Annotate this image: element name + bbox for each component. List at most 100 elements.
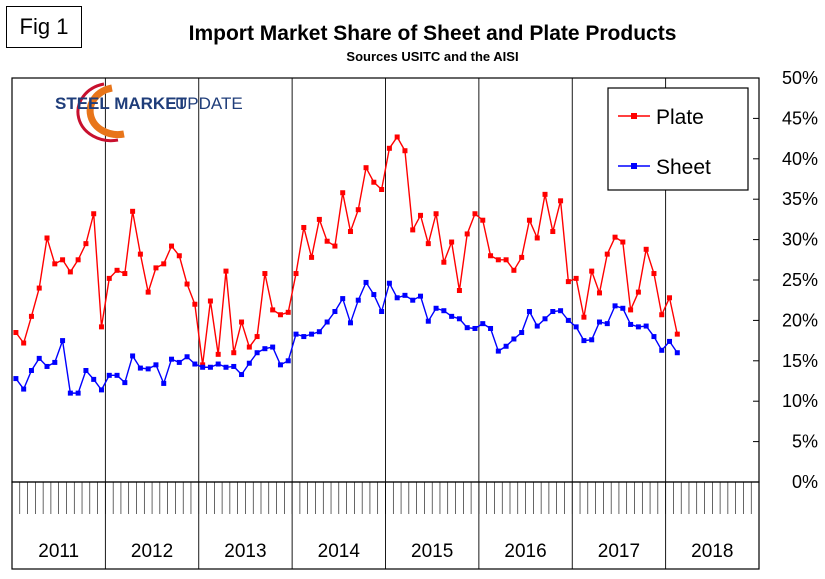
legend-sheet-label: Sheet xyxy=(656,156,711,179)
data-point-sheet xyxy=(355,297,361,303)
data-point-sheet xyxy=(200,364,206,370)
year-label: 2017 xyxy=(598,541,640,562)
y-tick-label: 5% xyxy=(792,432,818,452)
data-point-sheet xyxy=(270,344,276,350)
logo-swoosh-red-icon xyxy=(76,82,119,143)
data-point-sheet xyxy=(36,355,42,361)
data-point-plate xyxy=(674,331,680,337)
data-point-plate xyxy=(604,251,610,257)
data-point-sheet xyxy=(75,390,81,396)
data-point-sheet xyxy=(309,331,315,337)
data-point-plate xyxy=(106,275,112,281)
data-point-plate xyxy=(355,207,361,213)
data-point-plate xyxy=(573,275,579,281)
data-point-sheet xyxy=(410,297,416,303)
y-tick-label: 45% xyxy=(782,108,818,128)
data-point-plate xyxy=(324,238,330,244)
data-point-plate xyxy=(565,279,571,285)
data-point-plate xyxy=(386,145,392,151)
data-point-sheet xyxy=(503,343,509,349)
data-point-plate xyxy=(293,271,299,277)
data-point-plate xyxy=(620,239,626,245)
data-point-sheet xyxy=(106,372,112,378)
y-tick-label: 10% xyxy=(782,391,818,411)
data-point-plate xyxy=(285,309,291,315)
data-point-plate xyxy=(13,330,19,336)
data-point-plate xyxy=(558,198,564,204)
data-point-sheet xyxy=(612,303,618,309)
data-point-sheet xyxy=(277,362,283,368)
y-tick-label: 20% xyxy=(782,310,818,330)
data-point-plate xyxy=(91,211,97,217)
data-point-sheet xyxy=(542,316,548,322)
data-point-sheet xyxy=(215,361,221,367)
logo-text-bold: STEEL MARKET xyxy=(55,94,188,113)
data-point-plate xyxy=(659,312,665,318)
data-point-sheet xyxy=(153,362,159,368)
data-point-plate xyxy=(239,319,245,325)
data-point-plate xyxy=(519,254,525,260)
data-point-plate xyxy=(67,269,73,275)
data-point-sheet xyxy=(441,308,447,314)
data-point-plate xyxy=(231,350,237,356)
data-point-plate xyxy=(667,295,673,301)
data-point-plate xyxy=(581,314,587,320)
data-point-plate xyxy=(130,208,136,214)
data-point-plate xyxy=(332,243,338,249)
data-point-sheet xyxy=(651,334,657,340)
data-point-sheet xyxy=(635,324,641,330)
data-point-sheet xyxy=(184,354,190,360)
data-point-plate xyxy=(495,257,501,263)
data-point-sheet xyxy=(122,380,128,386)
data-point-plate xyxy=(98,324,104,330)
chart-title: Import Market Share of Sheet and Plate P… xyxy=(188,22,677,45)
y-tick-label: 35% xyxy=(782,189,818,209)
data-point-plate xyxy=(635,289,641,295)
data-point-plate xyxy=(456,288,462,294)
data-point-sheet xyxy=(285,358,291,364)
data-point-sheet xyxy=(558,308,564,314)
data-point-sheet xyxy=(488,325,494,331)
data-point-plate xyxy=(589,268,595,274)
data-point-sheet xyxy=(394,295,400,301)
data-point-sheet xyxy=(223,364,229,370)
chart-subtitle: Sources USITC and the AISI xyxy=(346,49,519,64)
data-point-sheet xyxy=(301,334,307,340)
data-point-sheet xyxy=(620,305,626,311)
data-point-plate xyxy=(379,187,385,193)
data-point-plate xyxy=(449,239,455,245)
data-point-sheet xyxy=(519,330,525,336)
data-point-plate xyxy=(28,313,34,319)
legend-box xyxy=(607,87,749,191)
data-point-plate xyxy=(488,253,494,259)
data-point-plate xyxy=(301,224,307,230)
data-point-sheet xyxy=(44,363,50,369)
series-sheet xyxy=(13,279,680,396)
data-point-plate xyxy=(262,271,268,277)
data-point-sheet xyxy=(550,309,556,315)
data-point-plate xyxy=(36,285,42,291)
data-point-sheet xyxy=(526,309,532,315)
data-point-plate xyxy=(410,227,416,233)
y-axis-ticks: 0% 5% 10% 15% 20% 25% 30% 35% 40% 45% 50% xyxy=(753,68,818,492)
year-label: 2018 xyxy=(691,541,733,562)
data-point-sheet xyxy=(13,376,19,382)
data-point-sheet xyxy=(379,309,385,315)
series-plate xyxy=(13,134,680,368)
data-point-sheet xyxy=(91,376,97,382)
data-point-plate xyxy=(425,241,431,247)
data-point-plate xyxy=(215,351,221,357)
data-point-sheet xyxy=(231,363,237,369)
steel-market-update-logo: STEEL MARKET UPDATE xyxy=(55,82,243,143)
data-point-sheet xyxy=(98,387,104,393)
data-point-plate xyxy=(441,259,447,265)
data-point-plate xyxy=(628,307,634,313)
data-point-sheet xyxy=(28,367,34,373)
y-tick-label: 25% xyxy=(782,270,818,290)
data-point-sheet xyxy=(464,325,470,331)
year-label: 2012 xyxy=(131,541,173,562)
data-point-plate xyxy=(542,191,548,197)
data-point-sheet xyxy=(207,364,213,370)
data-point-sheet xyxy=(628,321,634,327)
data-point-plate xyxy=(371,179,377,185)
